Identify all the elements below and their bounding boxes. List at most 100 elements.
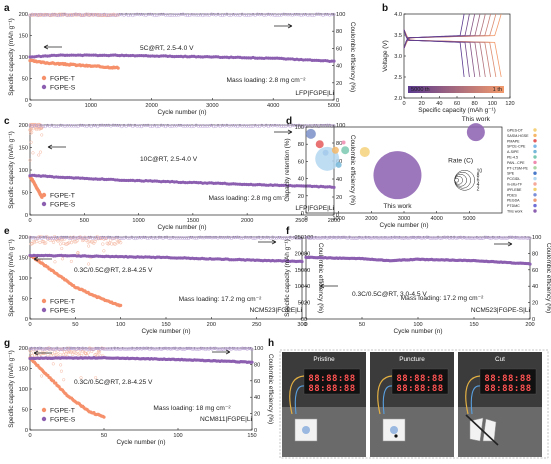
panel-a-ce-point: [87, 13, 91, 17]
panel-g-ce-point: [207, 347, 211, 351]
panel-d-rate-value: 10: [477, 168, 483, 174]
panel-g-ce-point: [210, 347, 214, 351]
panel-d-ref-marker: [533, 128, 537, 132]
panel-c-ce-point: [179, 123, 183, 128]
panel-g-ce-point: [89, 347, 93, 351]
panel-b-xtick-label: 120: [505, 101, 514, 107]
panel-g-ce-point: [154, 347, 158, 351]
panel-c-annotation: Mass loading: 2.8 mg cm⁻²: [209, 195, 289, 202]
panel-g-ce-point: [223, 347, 227, 351]
panel-d-ref-label: PTDMC: [507, 204, 520, 208]
panel-e-ce-point: [44, 235, 48, 239]
panel-c-ce-point: [80, 123, 85, 128]
panel-a-ce-point: [58, 13, 63, 17]
panel-c-ce-point: [266, 124, 271, 129]
panel-e-ce-point: [196, 236, 200, 240]
panel-h-cell-window: [302, 426, 310, 434]
panel-g-ce-point: [127, 347, 131, 351]
panel-a-ce-point: [306, 13, 310, 17]
panel-e-ce-point: [73, 236, 77, 240]
panel-f-ce-point: [346, 236, 350, 240]
panel-g-ce-point: [52, 347, 56, 352]
panel-f-ce-point: [465, 236, 469, 240]
panel-a-ce-point: [41, 13, 45, 17]
panel-e-cap-fgpe-t: [28, 254, 123, 308]
panel-b-xtick-label: 40: [436, 101, 442, 107]
panel-g-ce-point: [122, 347, 126, 351]
panel-g-legend-label: FGPE-S: [50, 416, 76, 423]
panel-a-ce-point: [174, 13, 179, 17]
panel-c-xtick-label: 0: [28, 218, 31, 224]
panel-g-ce-point: [202, 347, 206, 351]
panel-a-ce-point: [192, 13, 196, 17]
panel-a-y2-axis-label: Coulombic efficiency (%): [349, 22, 356, 92]
panel-f-ce-point: [343, 235, 347, 240]
panel-d-bubble: [341, 140, 346, 145]
panel-a-ce-point: [190, 13, 194, 17]
panel-c-ce-point: [238, 123, 242, 128]
panel-a-ce-point: [161, 12, 166, 17]
panel-e-annotation: Mass loading: 17.2 mg cm⁻²: [179, 296, 262, 303]
panel-e-ce-point: [218, 235, 222, 240]
panel-c-panel-letter: c: [4, 116, 10, 127]
panel-a-ce-point: [216, 12, 220, 17]
panel-g-ce-point: [36, 346, 40, 351]
panel-f-ce-point: [507, 235, 511, 239]
panel-a-ce-point: [155, 13, 159, 17]
panel-g-ytick-label: 200: [19, 346, 28, 352]
panel-a-ce-point: [78, 13, 82, 17]
panel-g-ce-point: [144, 346, 149, 350]
panel-c-ce-point: [330, 124, 334, 128]
panel-f-ce-point: [454, 236, 458, 240]
panel-f-ce-point: [505, 236, 510, 240]
panel-c-xtick-label: 1000: [132, 218, 144, 224]
panel-c-ce-point: [28, 123, 32, 128]
panel-g-ce-outlier: [59, 369, 63, 373]
panel-d-callout: This work: [383, 203, 412, 210]
panel-f-ce-point: [525, 236, 529, 240]
panel-g-ce-point: [103, 347, 107, 351]
panel-g-ce-point: [85, 347, 90, 351]
panel-c-xtick-label: 500: [80, 218, 89, 224]
panel-e-ce-point: [171, 235, 175, 240]
panel-b-charge-curve: [403, 13, 497, 49]
panel-e-ce-point: [67, 240, 71, 245]
panel-a-ce-point: [198, 13, 203, 17]
panel-g-ce-point: [106, 347, 110, 351]
panel-f-ce-point: [376, 236, 381, 240]
panel-g-ce-point: [32, 353, 37, 357]
panel-f-ce-point: [305, 235, 310, 240]
panel-f-ce-point: [381, 236, 386, 240]
panel-g-ce-point: [120, 346, 125, 351]
panel-e-xtick-label: 150: [161, 322, 170, 328]
panel-f-arrow-left: [319, 283, 338, 289]
panel-f-ce-point: [460, 236, 464, 240]
panel-a-ce-point: [183, 13, 187, 17]
panel-g-ce-point: [157, 346, 162, 351]
panel-h-wire-2: [382, 385, 393, 415]
panel-h-puncture-hole: [394, 434, 398, 438]
panel-d-ytick-label: 80: [298, 142, 304, 148]
panel-a-ytick-label: 0: [25, 98, 28, 104]
panel-c-ce-point: [196, 124, 201, 128]
panel-d-rate-value: 6: [477, 177, 480, 183]
panel-a-ce-point: [188, 13, 192, 17]
panel-f-ce-point: [462, 235, 466, 240]
panel-g-ce-point: [50, 352, 55, 356]
panel-f-ce-point: [410, 235, 415, 240]
panel-a-ce-point: [317, 12, 321, 16]
panel-f-ce-point: [492, 236, 497, 240]
panel-f-ce-point: [515, 236, 519, 240]
panel-a-ce-point: [50, 13, 54, 17]
panel-a-ce-point: [286, 13, 290, 17]
panel-e-ce-point: [159, 235, 163, 240]
panel-e-y2tick-label: 20: [304, 301, 310, 307]
panel-a-cap-point: [332, 59, 336, 63]
panel-c-ce-outlier: [28, 158, 32, 162]
panel-e-ce-point: [30, 236, 34, 240]
panel-e-ce-point: [66, 241, 70, 246]
panel-f-ce-point: [307, 236, 311, 241]
panel-e-ce-point: [220, 235, 224, 240]
panel-e-ce-point: [165, 235, 169, 239]
